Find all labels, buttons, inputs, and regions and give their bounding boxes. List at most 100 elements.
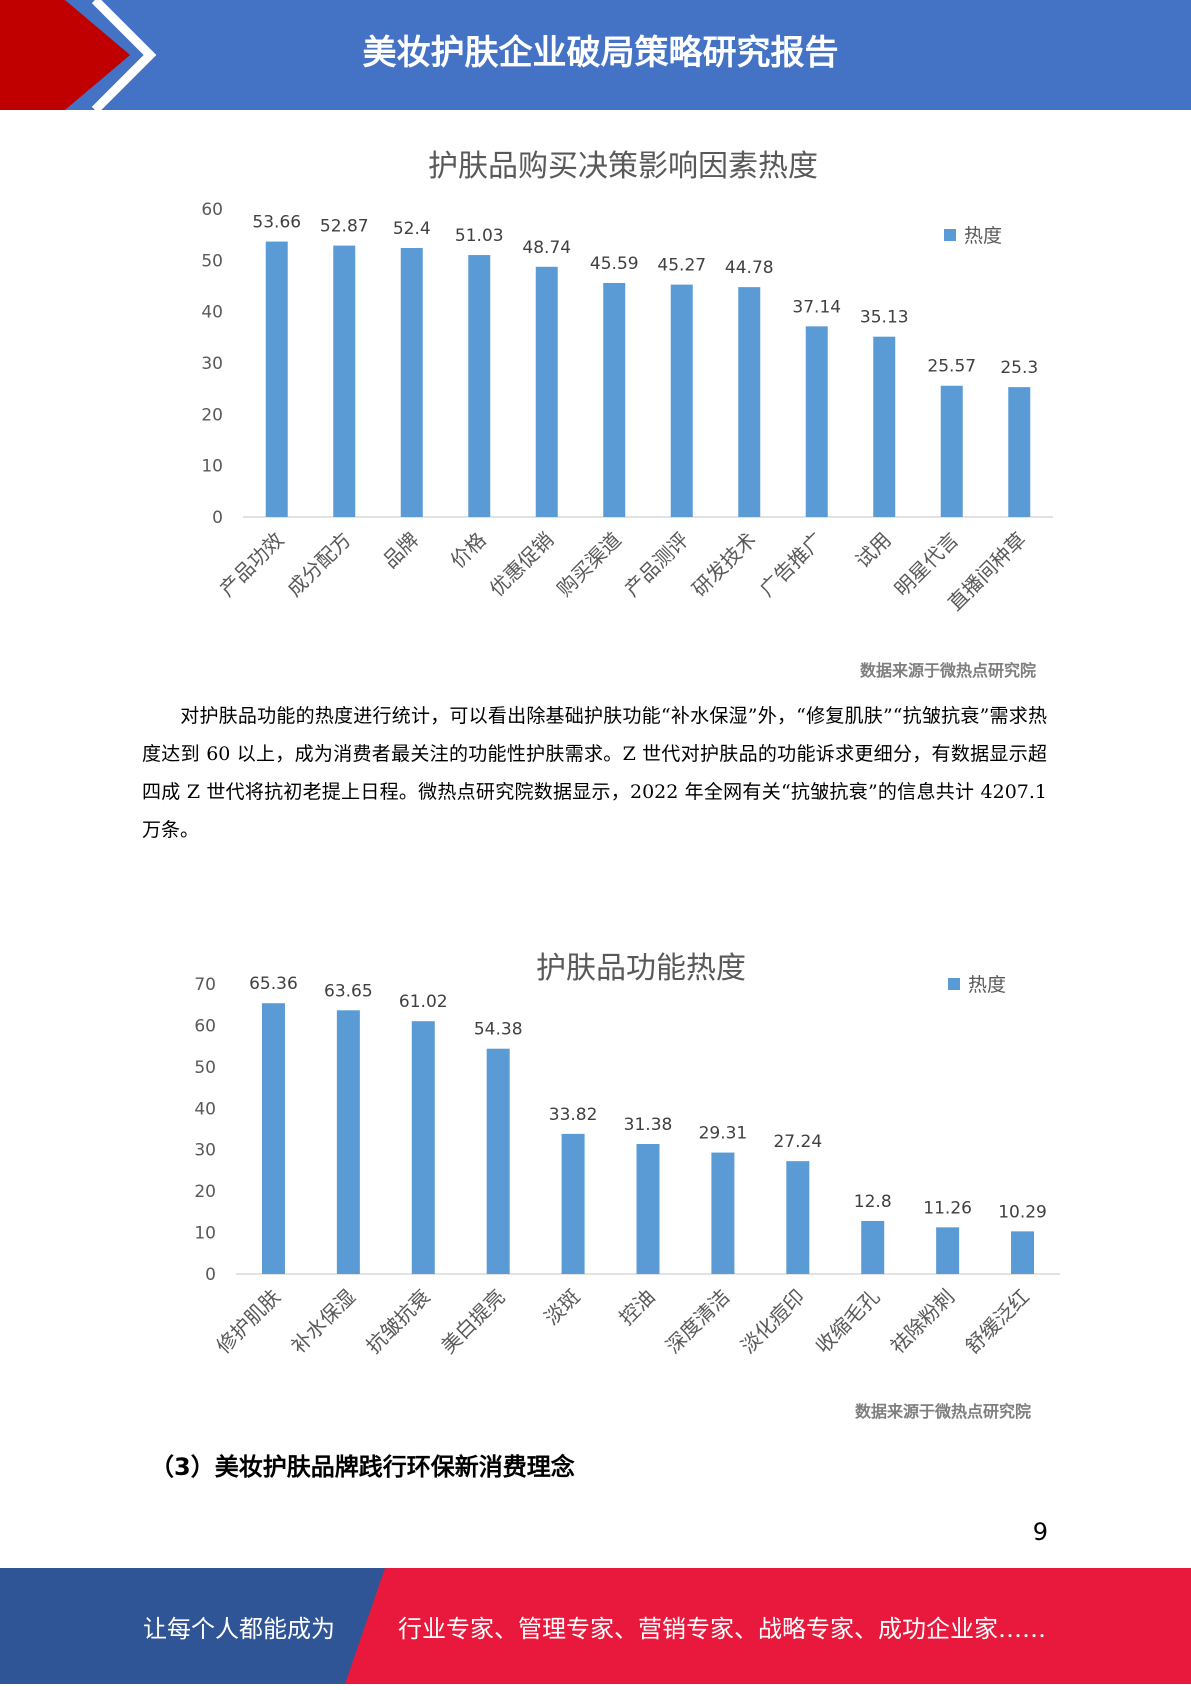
x-tick-label: 收缩毛孔	[811, 1285, 885, 1359]
data-label: 52.4	[393, 219, 431, 239]
data-label: 45.59	[590, 254, 639, 274]
bar-5	[535, 266, 558, 517]
bar-2	[336, 1010, 360, 1274]
data-label: 53.66	[252, 213, 301, 233]
bar-11	[1011, 1231, 1035, 1274]
page-header: 美妆护肤企业破局策略研究报告	[0, 0, 1191, 110]
x-tick-label: 试用	[851, 528, 896, 573]
legend-swatch	[948, 978, 960, 990]
x-tick-label: 补水保湿	[286, 1285, 360, 1359]
data-label: 31.38	[624, 1115, 673, 1135]
x-tick-label: 祛除粉刺	[886, 1285, 960, 1359]
y-tick-label: 0	[205, 1265, 216, 1285]
y-tick-label: 50	[201, 251, 223, 271]
chart-title: 护肤品功能热度	[536, 951, 746, 986]
bar-10	[873, 336, 896, 517]
bar-6	[636, 1143, 660, 1274]
data-label: 61.02	[399, 992, 448, 1012]
body-paragraph: 对护肤品功能的热度进行统计，可以看出除基础护肤功能“补水保湿”外，“修复肌肤”“…	[142, 697, 1047, 849]
x-tick-label: 深度清洁	[661, 1285, 735, 1359]
y-tick-label: 40	[201, 303, 223, 323]
bar-4	[468, 255, 491, 517]
x-tick-label: 广告推广	[755, 528, 829, 602]
y-tick-label: 70	[194, 975, 216, 995]
page-number: 9	[1032, 1518, 1048, 1546]
x-tick-label: 修护肌肤	[211, 1285, 285, 1359]
y-tick-label: 20	[201, 405, 223, 425]
bar-1	[265, 241, 288, 517]
bar-5	[561, 1133, 585, 1274]
footer-slogan-left: 让每个人都能成为	[143, 1615, 335, 1643]
data-label: 11.26	[923, 1198, 972, 1218]
footer-slogan-right: 行业专家、管理专家、营销专家、战略专家、成功企业家……	[398, 1615, 1046, 1643]
chart1-source-note: 数据来源于微热点研究院	[860, 661, 1037, 680]
chart2-source-note: 数据来源于微热点研究院	[855, 1402, 1032, 1421]
purchase-factors-bar-chart: 护肤品购买决策影响因素热度 0 10 20 30 40 50 60 53.66 产品功效 52.87…	[201, 149, 1053, 615]
data-label: 48.74	[522, 238, 571, 258]
x-tick-label: 舒缓泛红	[961, 1285, 1035, 1359]
data-label: 12.8	[854, 1192, 892, 1212]
footer-background	[0, 1568, 1191, 1684]
bar-6	[603, 282, 626, 517]
y-tick-label: 50	[194, 1058, 216, 1078]
data-label: 52.87	[320, 217, 369, 237]
y-tick-label: 40	[194, 1099, 216, 1119]
x-tick-label: 研发技术	[687, 528, 761, 602]
x-tick-label: 价格	[446, 528, 491, 573]
bar-9	[805, 326, 828, 517]
y-tick-label: 10	[194, 1224, 216, 1244]
data-label: 45.27	[657, 256, 706, 276]
skincare-function-bar-chart: 护肤品功能热度 0 10 20 30 40 50 60 70 65.36 修护肌肤 63.65 补水保湿…	[194, 951, 1060, 1359]
bar-7	[711, 1152, 735, 1274]
legend-label: 热度	[968, 974, 1006, 996]
x-tick-label: 购买渠道	[552, 528, 626, 602]
page-footer: 让每个人都能成为 行业专家、管理专家、营销专家、战略专家、成功企业家……	[0, 1568, 1191, 1684]
data-label: 51.03	[455, 226, 504, 246]
bar-3	[411, 1021, 435, 1274]
y-tick-label: 20	[194, 1182, 216, 1202]
data-label: 27.24	[773, 1132, 822, 1152]
y-tick-label: 60	[194, 1016, 216, 1036]
chart-title: 护肤品购买决策影响因素热度	[428, 149, 818, 184]
data-label: 44.78	[725, 258, 774, 278]
legend-swatch	[944, 229, 956, 241]
x-tick-label: 品牌	[378, 528, 423, 573]
y-tick-label: 30	[194, 1141, 216, 1161]
x-tick-label: 产品功效	[215, 528, 289, 602]
data-label: 63.65	[324, 981, 373, 1001]
bar-2	[333, 245, 356, 517]
bar-10	[936, 1227, 960, 1274]
y-tick-label: 30	[201, 354, 223, 374]
header-arrow-decoration	[0, 0, 157, 110]
x-tick-label: 产品测评	[620, 528, 694, 602]
data-label: 25.57	[927, 357, 976, 377]
data-label: 65.36	[249, 974, 298, 994]
data-label: 33.82	[549, 1105, 598, 1125]
x-tick-label: 淡斑	[539, 1285, 584, 1330]
legend-label: 热度	[964, 225, 1002, 247]
report-title: 美妆护肤企业破局策略研究报告	[362, 33, 839, 73]
x-tick-label: 控油	[614, 1285, 659, 1330]
data-label: 37.14	[792, 297, 841, 317]
y-tick-label: 10	[201, 457, 223, 477]
x-tick-label: 美白提亮	[436, 1285, 510, 1359]
data-label: 25.3	[1000, 358, 1038, 378]
bar-12	[1008, 387, 1031, 517]
data-label: 35.13	[860, 308, 909, 328]
data-label: 29.31	[699, 1124, 748, 1144]
data-label: 10.29	[998, 1202, 1047, 1222]
bar-4	[486, 1048, 510, 1274]
bar-3	[400, 248, 423, 517]
x-tick-label: 淡化痘印	[736, 1285, 810, 1359]
bar-1	[261, 1003, 285, 1274]
bar-9	[861, 1220, 885, 1274]
x-tick-label: 成分配方	[282, 528, 356, 602]
data-label: 54.38	[474, 1020, 523, 1040]
y-tick-label: 0	[212, 508, 223, 528]
bar-7	[670, 284, 693, 517]
section-heading: （3）美妆护肤品牌践行环保新消费理念	[150, 1453, 575, 1481]
y-tick-label: 60	[201, 200, 223, 220]
bar-8	[738, 287, 761, 517]
x-tick-label: 抗皱抗衰	[361, 1285, 435, 1359]
body-paragraph-text: 对护肤品功能的热度进行统计，可以看出除基础护肤功能“补水保湿”外，“修复肌肤”“…	[142, 705, 1047, 841]
